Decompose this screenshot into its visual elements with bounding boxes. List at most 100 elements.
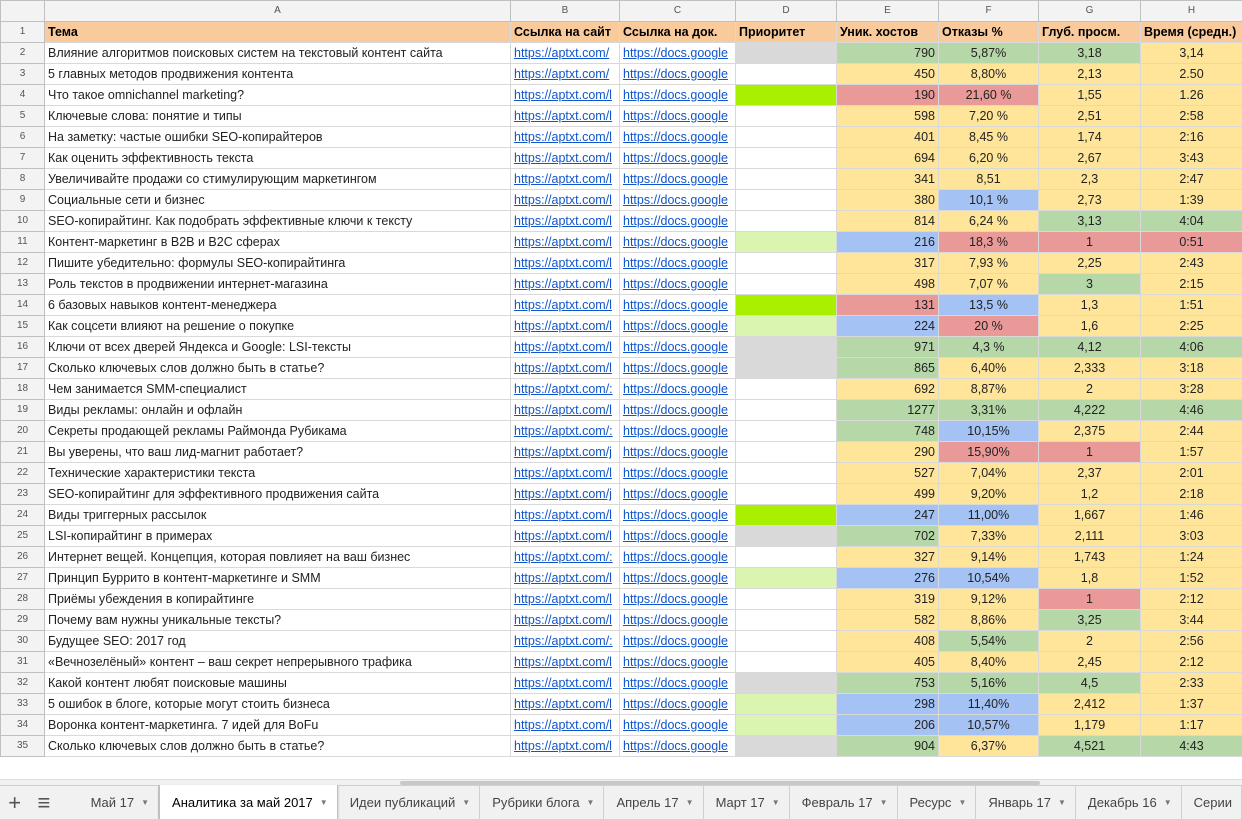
row-number[interactable]: 1 — [0, 21, 45, 43]
chevron-down-icon[interactable]: ▼ — [771, 798, 780, 807]
avg-time-cell[interactable]: 4:06 — [1140, 336, 1242, 358]
doc-link-cell[interactable]: https://docs.google — [619, 420, 736, 442]
topic-cell[interactable]: Ключи от всех дверей Яндекса и Google: L… — [44, 336, 511, 358]
row-number[interactable]: 23 — [0, 483, 45, 505]
avg-time-cell[interactable]: 2:01 — [1140, 462, 1242, 484]
priority-cell[interactable] — [735, 714, 837, 736]
topic-cell[interactable]: Секреты продающей рекламы Раймонда Рубик… — [44, 420, 511, 442]
doc-link-cell[interactable]: https://docs.google — [619, 714, 736, 736]
doc-link-cell[interactable]: https://docs.google — [619, 651, 736, 673]
row-number[interactable]: 27 — [0, 567, 45, 589]
avg-time-cell[interactable]: 2:12 — [1140, 588, 1242, 610]
bounce-rate-cell[interactable]: 6,20 % — [938, 147, 1039, 169]
doc-link-cell[interactable]: https://docs.google — [619, 630, 736, 652]
unique-hosts-cell[interactable]: 224 — [836, 315, 939, 337]
topic-cell[interactable]: Увеличивайте продажи со стимулирующим ма… — [44, 168, 511, 190]
unique-hosts-cell[interactable]: 865 — [836, 357, 939, 379]
doc-link-cell[interactable]: https://docs.google — [619, 84, 736, 106]
doc-link-cell[interactable]: https://docs.google — [619, 378, 736, 400]
priority-cell[interactable] — [735, 609, 837, 631]
avg-time-cell[interactable]: 1:24 — [1140, 546, 1242, 568]
topic-cell[interactable]: 5 ошибок в блоге, которые могут стоить б… — [44, 693, 511, 715]
unique-hosts-cell[interactable]: 790 — [836, 42, 939, 64]
avg-time-cell[interactable]: 3:43 — [1140, 147, 1242, 169]
priority-cell[interactable] — [735, 126, 837, 148]
bounce-rate-cell[interactable]: 7,07 % — [938, 273, 1039, 295]
unique-hosts-cell[interactable]: 401 — [836, 126, 939, 148]
site-link-cell[interactable]: https://aptxt.com/l — [510, 714, 620, 736]
bounce-rate-cell[interactable]: 6,37% — [938, 735, 1039, 757]
view-depth-cell[interactable]: 1,8 — [1038, 567, 1141, 589]
view-depth-cell[interactable]: 4,222 — [1038, 399, 1141, 421]
doc-link-cell[interactable]: https://docs.google — [619, 546, 736, 568]
priority-cell[interactable] — [735, 294, 837, 316]
unique-hosts-cell[interactable]: 276 — [836, 567, 939, 589]
sheet-tab[interactable]: Апрель 17 ▼ — [604, 786, 704, 819]
topic-cell[interactable]: Чем занимается SMM-специалист — [44, 378, 511, 400]
unique-hosts-cell[interactable]: 527 — [836, 462, 939, 484]
priority-cell[interactable] — [735, 483, 837, 505]
priority-cell[interactable] — [735, 420, 837, 442]
chevron-down-icon[interactable]: ▼ — [879, 798, 888, 807]
sheet-tab[interactable]: Рубрики блога ▼ — [480, 786, 605, 819]
view-depth-cell[interactable]: 3,25 — [1038, 609, 1141, 631]
view-depth-cell[interactable]: 2 — [1038, 630, 1141, 652]
priority-cell[interactable] — [735, 735, 837, 757]
unique-hosts-cell[interactable]: 814 — [836, 210, 939, 232]
bounce-rate-cell[interactable]: 8,45 % — [938, 126, 1039, 148]
column-header-g[interactable]: G — [1038, 0, 1141, 22]
avg-time-cell[interactable]: 3:28 — [1140, 378, 1242, 400]
row-number[interactable]: 15 — [0, 315, 45, 337]
row-number[interactable]: 33 — [0, 693, 45, 715]
bounce-rate-cell[interactable]: 4,3 % — [938, 336, 1039, 358]
priority-cell[interactable] — [735, 210, 837, 232]
unique-hosts-cell[interactable]: 1277 — [836, 399, 939, 421]
avg-time-cell[interactable]: 2:43 — [1140, 252, 1242, 274]
sheet-tab[interactable]: Аналитика за май 2017 ▼ — [159, 785, 338, 819]
view-depth-cell[interactable]: 1,2 — [1038, 483, 1141, 505]
avg-time-cell[interactable]: 1:37 — [1140, 693, 1242, 715]
doc-link-cell[interactable]: https://docs.google — [619, 504, 736, 526]
header-cell[interactable]: Глуб. просм. — [1038, 21, 1141, 43]
priority-cell[interactable] — [735, 567, 837, 589]
row-number[interactable]: 6 — [0, 126, 45, 148]
row-number[interactable]: 5 — [0, 105, 45, 127]
avg-time-cell[interactable]: 2:12 — [1140, 651, 1242, 673]
priority-cell[interactable] — [735, 504, 837, 526]
site-link-cell[interactable]: https://aptxt.com/ — [510, 42, 620, 64]
priority-cell[interactable] — [735, 378, 837, 400]
column-header-f[interactable]: F — [938, 0, 1039, 22]
avg-time-cell[interactable]: 4:43 — [1140, 735, 1242, 757]
row-number[interactable]: 11 — [0, 231, 45, 253]
doc-link-cell[interactable]: https://docs.google — [619, 441, 736, 463]
unique-hosts-cell[interactable]: 450 — [836, 63, 939, 85]
topic-cell[interactable]: Виды триггерных рассылок — [44, 504, 511, 526]
header-cell[interactable]: Ссылка на сайт — [510, 21, 620, 43]
topic-cell[interactable]: Ключевые слова: понятие и типы — [44, 105, 511, 127]
bounce-rate-cell[interactable]: 11,40% — [938, 693, 1039, 715]
avg-time-cell[interactable]: 3,14 — [1140, 42, 1242, 64]
site-link-cell[interactable]: https://aptxt.com/ — [510, 63, 620, 85]
avg-time-cell[interactable]: 3:03 — [1140, 525, 1242, 547]
avg-time-cell[interactable]: 2:56 — [1140, 630, 1242, 652]
priority-cell[interactable] — [735, 441, 837, 463]
view-depth-cell[interactable]: 1,179 — [1038, 714, 1141, 736]
avg-time-cell[interactable]: 4:46 — [1140, 399, 1242, 421]
doc-link-cell[interactable]: https://docs.google — [619, 105, 736, 127]
column-header-h[interactable]: H — [1140, 0, 1242, 22]
priority-cell[interactable] — [735, 63, 837, 85]
site-link-cell[interactable]: https://aptxt.com/l — [510, 84, 620, 106]
chevron-down-icon[interactable]: ▼ — [958, 798, 967, 807]
avg-time-cell[interactable]: 1:17 — [1140, 714, 1242, 736]
avg-time-cell[interactable]: 2:15 — [1140, 273, 1242, 295]
sheet-tab[interactable]: Февраль 17 ▼ — [790, 786, 898, 819]
topic-cell[interactable]: Будущее SEO: 2017 год — [44, 630, 511, 652]
row-number[interactable]: 8 — [0, 168, 45, 190]
priority-cell[interactable] — [735, 147, 837, 169]
unique-hosts-cell[interactable]: 408 — [836, 630, 939, 652]
unique-hosts-cell[interactable]: 904 — [836, 735, 939, 757]
unique-hosts-cell[interactable]: 190 — [836, 84, 939, 106]
site-link-cell[interactable]: https://aptxt.com/j — [510, 483, 620, 505]
priority-cell[interactable] — [735, 399, 837, 421]
bounce-rate-cell[interactable]: 3,31% — [938, 399, 1039, 421]
